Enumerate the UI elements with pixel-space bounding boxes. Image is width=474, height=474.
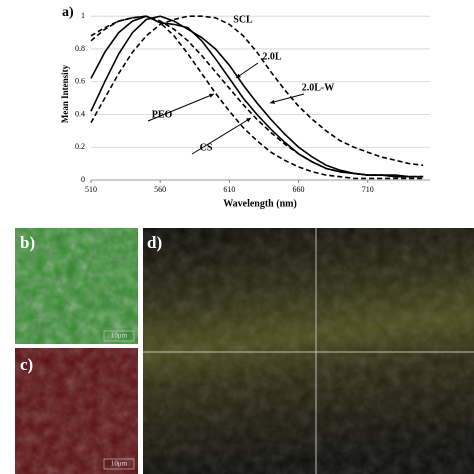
- y-tick-label: 1: [81, 11, 85, 20]
- series-label: 2.0L-W: [302, 82, 335, 93]
- annotation-arrow: [147, 93, 215, 122]
- image-texture: [143, 228, 474, 474]
- x-axis-title: Wavelength (nm): [223, 198, 297, 209]
- series-line: [90, 15, 424, 180]
- arrow-head: [209, 93, 214, 98]
- annotation-arrow: [191, 117, 252, 155]
- x-tick-label: 560: [154, 185, 166, 194]
- series-line: [90, 15, 424, 178]
- annotation-arrow: [269, 93, 305, 104]
- arrow-head: [246, 118, 251, 123]
- image-texture: [15, 228, 138, 344]
- scale-bar: [103, 458, 135, 470]
- series-label: SCL: [233, 14, 253, 25]
- arrow-head: [270, 99, 275, 104]
- panel-label: d): [147, 233, 162, 252]
- scale-label: 10μm: [111, 460, 128, 468]
- y-axis-title: Mean Intensity: [60, 64, 70, 123]
- y-tick-label: 0.6: [75, 77, 85, 86]
- y-tick-label: 0: [81, 175, 85, 184]
- panel-label: c): [20, 355, 33, 374]
- panel-label: a): [62, 5, 74, 20]
- image-texture: [15, 348, 138, 474]
- series-label: CS: [200, 142, 213, 153]
- series-line: [90, 15, 424, 178]
- scale-bar: [103, 330, 135, 342]
- x-tick-label: 510: [85, 185, 97, 194]
- x-tick-label: 660: [293, 185, 305, 194]
- x-tick-label: 710: [362, 185, 374, 194]
- y-tick-label: 0.8: [75, 44, 85, 53]
- panel-label: b): [20, 233, 35, 252]
- series-label: 2.0L: [262, 51, 282, 62]
- x-tick-label: 610: [223, 185, 235, 194]
- y-tick-label: 0.4: [75, 109, 85, 118]
- y-tick-label: 0.2: [75, 142, 85, 151]
- series-line: [90, 15, 424, 178]
- series-line: [90, 15, 424, 167]
- scale-label: 10μm: [111, 332, 128, 340]
